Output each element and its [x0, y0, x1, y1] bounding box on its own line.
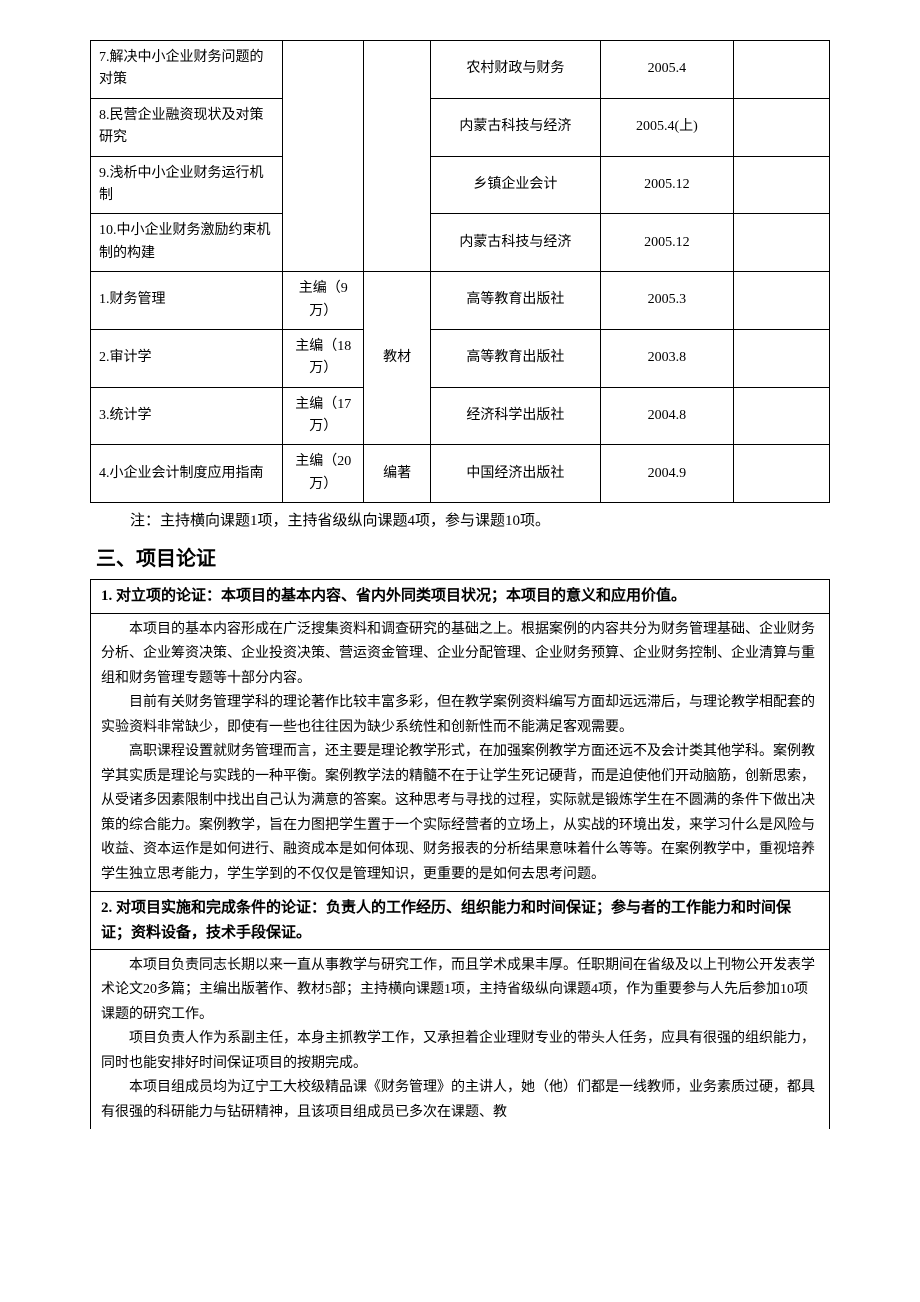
mono-title: 4.小企业会计制度应用指南: [91, 445, 283, 503]
paragraph: 目前有关财务管理学科的理论著作比较丰富多彩，但在教学案例资料编写方面却远远滞后，…: [101, 691, 819, 740]
pub-journal: 乡镇企业会计: [430, 156, 600, 214]
book-date: 2004.8: [600, 387, 733, 445]
book-extra: [733, 329, 829, 387]
pub-title: 8.民营企业融资现状及对策研究: [91, 98, 283, 156]
arg2-body: 本项目负责同志长期以来一直从事教学与研究工作，而且学术成果丰厚。任职期间在省级及…: [91, 949, 830, 1129]
publications-table: 7.解决中小企业财务问题的对策 农村财政与财务2005.4 8.民营企业融资现状及对…: [90, 40, 830, 503]
pub-extra: [733, 98, 829, 156]
table-footnote: 注：主持横向课题1项，主持省级纵向课题4项，参与课题10项。: [130, 509, 830, 533]
paragraph: 本项目的基本内容形成在广泛搜集资料和调查研究的基础之上。根据案例的内容共分为财务…: [101, 618, 819, 692]
book-publisher: 经济科学出版社: [430, 387, 600, 445]
pub-journal: 农村财政与财务: [430, 41, 600, 99]
pub-journal: 内蒙古科技与经济: [430, 214, 600, 272]
paragraph: 本项目组成员均为辽宁工大校级精品课《财务管理》的主讲人，她（他）们都是一线教师，…: [101, 1076, 819, 1125]
book-publisher: 高等教育出版社: [430, 329, 600, 387]
pub-journal: 内蒙古科技与经济: [430, 98, 600, 156]
book-role: 主编（17万）: [283, 387, 364, 445]
pub-date: 2005.12: [600, 214, 733, 272]
mono-extra: [733, 445, 829, 503]
book-role: 主编（18万）: [283, 329, 364, 387]
pub-title: 9.浅析中小企业财务运行机制: [91, 156, 283, 214]
book-extra: [733, 387, 829, 445]
pub-extra: [733, 41, 829, 99]
pub-type-blank: [364, 41, 431, 272]
arg2-heading: 2. 对项目实施和完成条件的论证：负责人的工作经历、组织能力和时间保证；参与者的…: [101, 900, 791, 940]
book-date: 2003.8: [600, 329, 733, 387]
arg1-heading: 1. 对立项的论证：本项目的基本内容、省内外同类项目状况；本项目的意义和应用价值…: [101, 588, 686, 604]
book-role: 主编（9万）: [283, 272, 364, 330]
argumentation-table: 1. 对立项的论证：本项目的基本内容、省内外同类项目状况；本项目的意义和应用价值…: [90, 579, 830, 1129]
book-extra: [733, 272, 829, 330]
paragraph: 项目负责人作为系副主任，本身主抓教学工作，又承担着企业理财专业的带头人任务，应具…: [101, 1027, 819, 1076]
pub-title: 7.解决中小企业财务问题的对策: [91, 41, 283, 99]
book-title: 3.统计学: [91, 387, 283, 445]
pub-title: 10.中小企业财务激励约束机制的构建: [91, 214, 283, 272]
mono-date: 2004.9: [600, 445, 733, 503]
book-publisher: 高等教育出版社: [430, 272, 600, 330]
book-type-textbook: 教材: [364, 272, 431, 445]
pub-date: 2005.4: [600, 41, 733, 99]
paragraph: 高职课程设置就财务管理而言，还主要是理论教学形式，在加强案例教学方面还远不及会计…: [101, 740, 819, 887]
arg1-body: 本项目的基本内容形成在广泛搜集资料和调查研究的基础之上。根据案例的内容共分为财务…: [91, 613, 830, 892]
book-date: 2005.3: [600, 272, 733, 330]
section-title: 三、项目论证: [96, 543, 830, 575]
pub-date: 2005.4(上): [600, 98, 733, 156]
paragraph: 本项目负责同志长期以来一直从事教学与研究工作，而且学术成果丰厚。任职期间在省级及…: [101, 954, 819, 1028]
pub-role-blank: [283, 41, 364, 272]
mono-type: 编著: [364, 445, 431, 503]
book-title: 1.财务管理: [91, 272, 283, 330]
mono-role: 主编（20万）: [283, 445, 364, 503]
mono-publisher: 中国经济出版社: [430, 445, 600, 503]
pub-date: 2005.12: [600, 156, 733, 214]
pub-extra: [733, 156, 829, 214]
book-title: 2.审计学: [91, 329, 283, 387]
pub-extra: [733, 214, 829, 272]
